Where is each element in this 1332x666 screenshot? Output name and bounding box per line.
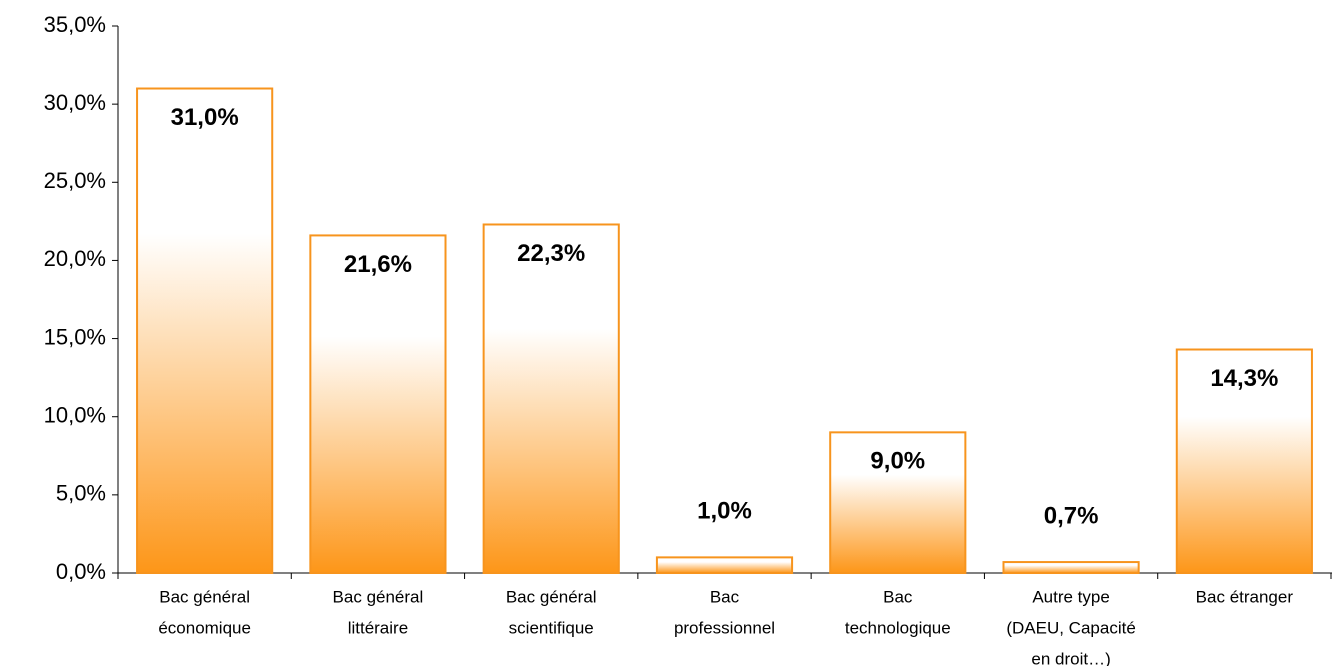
x-tick-label: Bac général xyxy=(333,587,424,606)
y-tick-label: 30,0% xyxy=(44,90,106,115)
x-tick-label: professionnel xyxy=(674,618,775,637)
x-tick-label: en droit…) xyxy=(1031,649,1110,666)
y-tick-label: 10,0% xyxy=(44,403,106,428)
y-tick-label: 25,0% xyxy=(44,168,106,193)
data-label: 9,0% xyxy=(870,448,925,475)
x-tick-label: technologique xyxy=(845,618,951,637)
y-tick-label: 5,0% xyxy=(56,481,106,506)
x-tick-label: scientifique xyxy=(509,618,594,637)
bar xyxy=(1175,348,1313,574)
x-tick-label: Autre type xyxy=(1032,587,1110,606)
x-tick-label: Bac xyxy=(710,587,740,606)
bar xyxy=(136,87,274,574)
x-tick-label: littéraire xyxy=(348,618,408,637)
data-label: 21,6% xyxy=(344,251,412,278)
x-tick-label: Bac xyxy=(883,587,913,606)
bar xyxy=(482,223,620,575)
bar xyxy=(1002,561,1140,574)
x-tick-label: Bac général xyxy=(159,587,250,606)
y-tick-label: 20,0% xyxy=(44,246,106,271)
bar xyxy=(309,234,447,574)
y-tick-label: 0,0% xyxy=(56,559,106,584)
bar xyxy=(655,556,794,574)
data-label: 0,7% xyxy=(1044,502,1099,529)
bar xyxy=(829,431,967,575)
y-tick-label: 15,0% xyxy=(44,324,106,349)
x-tick-label: (DAEU, Capacité xyxy=(1006,618,1135,637)
x-tick-label: Bac étranger xyxy=(1196,587,1294,606)
data-label: 1,0% xyxy=(697,498,752,525)
x-tick-label: Bac général xyxy=(506,587,597,606)
data-label: 22,3% xyxy=(517,240,585,267)
y-tick-label: 35,0% xyxy=(44,12,106,37)
data-label: 14,3% xyxy=(1210,365,1278,392)
x-tick-label: économique xyxy=(158,618,251,637)
data-label: 31,0% xyxy=(171,104,239,131)
